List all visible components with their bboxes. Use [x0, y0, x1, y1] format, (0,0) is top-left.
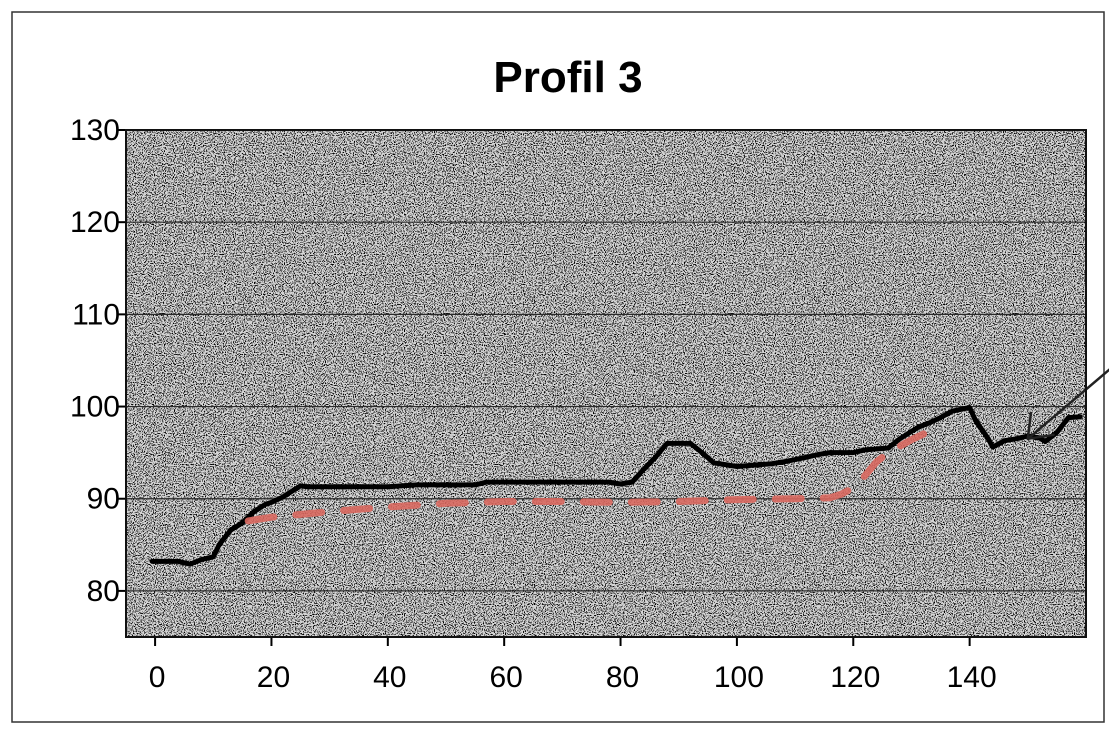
x-tick-label-60: 60: [489, 661, 522, 694]
plot-area-border: [125, 129, 1087, 638]
annotation-group: [1026, 368, 1109, 441]
y-tick-label-90: 90: [87, 483, 120, 516]
series-line-dashed: [244, 425, 939, 525]
chart-title: Profil 3: [493, 53, 642, 102]
y-tick-label-80: 80: [87, 575, 120, 608]
y-axis: 80 90 100 110 120 130: [70, 114, 126, 608]
y-tick-label-110: 110: [72, 298, 120, 331]
x-tick-label-40: 40: [373, 661, 406, 694]
plot-area-texture: [126, 130, 1086, 637]
series-line-solid: [149, 405, 1083, 567]
x-tick-label-80: 80: [606, 661, 639, 694]
y-tick-label-100: 100: [70, 391, 120, 424]
x-tick-label-0: 0: [149, 661, 166, 694]
annotation-arrow-head: [1026, 411, 1055, 441]
series-group: [149, 405, 1083, 567]
annotation-arrow-shaft: [1026, 368, 1109, 441]
page-frame: [11, 11, 1105, 723]
x-tick-label-140: 140: [947, 661, 997, 694]
y-tick-label-120: 120: [70, 206, 120, 239]
x-tick-label-120: 120: [830, 661, 880, 694]
x-axis: 0 20 40 60 80 100 120 140: [149, 637, 997, 694]
x-tick-label-100: 100: [714, 661, 764, 694]
y-tick-label-130: 130: [70, 114, 120, 147]
x-tick-label-20: 20: [257, 661, 290, 694]
